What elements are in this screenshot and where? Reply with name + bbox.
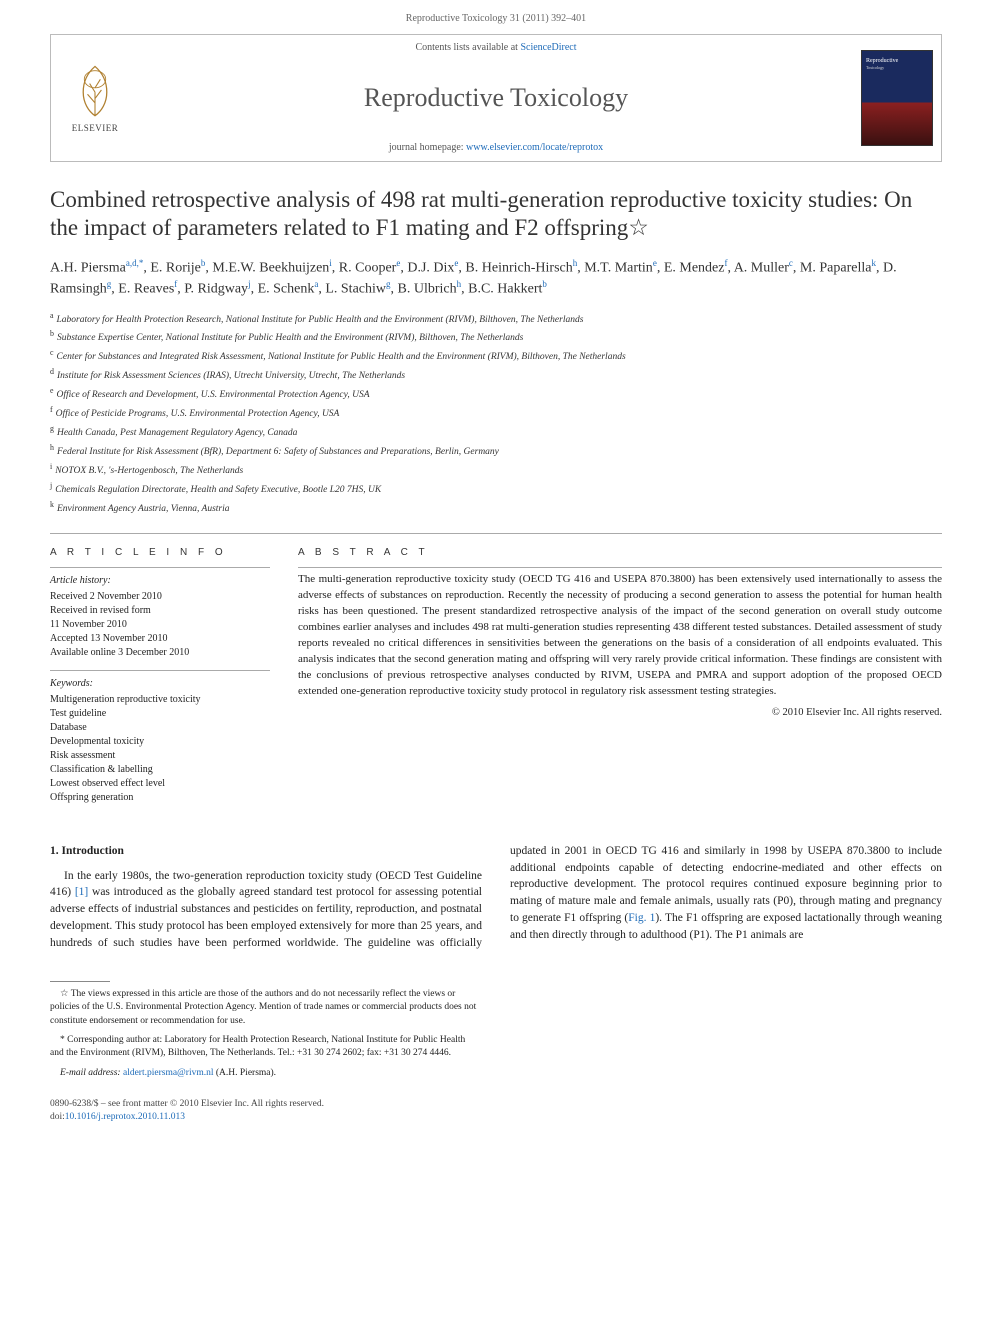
abstract-heading: A B S T R A C T	[298, 546, 942, 560]
affiliation-item: bSubstance Expertise Center, National In…	[50, 328, 942, 346]
abstract-copyright: © 2010 Elsevier Inc. All rights reserved…	[298, 706, 942, 720]
history-line: Accepted 13 November 2010	[50, 632, 270, 646]
keyword-item: Offspring generation	[50, 791, 270, 805]
elsevier-tree-icon	[68, 60, 122, 120]
keyword-item: Test guideline	[50, 707, 270, 721]
keyword-item: Classification & labelling	[50, 763, 270, 777]
elsevier-logo: ELSEVIER	[51, 35, 139, 161]
homepage-prefix: journal homepage:	[389, 142, 466, 153]
history-line: Available online 3 December 2010	[50, 646, 270, 660]
history-line: Received 2 November 2010	[50, 590, 270, 604]
footnote-disclaimer: ☆ The views expressed in this article ar…	[50, 988, 480, 1028]
contents-lists-line: Contents lists available at ScienceDirec…	[415, 41, 576, 55]
doi-link[interactable]: 10.1016/j.reprotox.2010.11.013	[65, 1112, 185, 1122]
elsevier-label: ELSEVIER	[72, 122, 119, 134]
author-list: A.H. Piersmaa,d,*, E. Rorijeb, M.E.W. Be…	[50, 257, 942, 300]
keyword-item: Developmental toxicity	[50, 735, 270, 749]
abstract-text: The multi-generation reproductive toxici…	[298, 567, 942, 700]
section-heading-intro: 1. Introduction	[50, 843, 482, 860]
article-title: Combined retrospective analysis of 498 r…	[50, 186, 942, 244]
keywords-label: Keywords:	[50, 677, 270, 691]
contents-prefix: Contents lists available at	[415, 42, 520, 53]
article-info-column: A R T I C L E I N F O Article history: R…	[50, 546, 270, 816]
keywords-block: Keywords: Multigeneration reproductive t…	[50, 677, 270, 805]
footnotes: ☆ The views expressed in this article ar…	[50, 975, 480, 1080]
journal-header-box: ELSEVIER Contents lists available at Sci…	[50, 34, 942, 162]
sciencedirect-link[interactable]: ScienceDirect	[520, 42, 576, 53]
cover-title: Reproductive	[866, 57, 898, 65]
affiliation-item: kEnvironment Agency Austria, Vienna, Aus…	[50, 499, 942, 517]
article-info-heading: A R T I C L E I N F O	[50, 546, 270, 560]
footnote-corresponding: * Corresponding author at: Laboratory fo…	[50, 1034, 480, 1061]
footer-front-matter: 0890-6238/$ – see front matter © 2010 El…	[50, 1098, 942, 1111]
body-two-column: 1. Introduction In the early 1980s, the …	[50, 843, 942, 951]
affiliation-item: jChemicals Regulation Directorate, Healt…	[50, 480, 942, 498]
keyword-item: Multigeneration reproductive toxicity	[50, 693, 270, 707]
keyword-item: Risk assessment	[50, 749, 270, 763]
article-history: Article history: Received 2 November 201…	[50, 574, 270, 660]
affiliation-item: gHealth Canada, Pest Management Regulato…	[50, 423, 942, 441]
ref-link-1[interactable]: [1]	[75, 886, 88, 898]
keyword-item: Database	[50, 721, 270, 735]
affiliation-item: dInstitute for Risk Assessment Sciences …	[50, 366, 942, 384]
journal-center: Contents lists available at ScienceDirec…	[139, 35, 853, 161]
affiliation-item: hFederal Institute for Risk Assessment (…	[50, 442, 942, 460]
affiliation-item: eOffice of Research and Development, U.S…	[50, 385, 942, 403]
affiliation-item: fOffice of Pesticide Programs, U.S. Envi…	[50, 404, 942, 422]
cover-subtitle: Toxicology	[866, 65, 884, 70]
intro-p1-post: was introduced as the glob	[88, 886, 218, 898]
affiliation-list: aLaboratory for Health Protection Resear…	[50, 310, 942, 517]
journal-cover-thumb: Reproductive Toxicology	[853, 35, 941, 161]
journal-homepage-line: journal homepage: www.elsevier.com/locat…	[389, 141, 603, 155]
history-label: Article history:	[50, 574, 270, 588]
running-head: Reproductive Toxicology 31 (2011) 392–40…	[0, 0, 992, 34]
affiliation-item: cCenter for Substances and Integrated Ri…	[50, 347, 942, 365]
history-line: 11 November 2010	[50, 618, 270, 632]
affiliation-item: aLaboratory for Health Protection Resear…	[50, 310, 942, 328]
homepage-link[interactable]: www.elsevier.com/locate/reprotox	[466, 142, 603, 153]
doi-label: doi:	[50, 1112, 65, 1122]
journal-title: Reproductive Toxicology	[364, 80, 628, 115]
email-suffix: (A.H. Piersma).	[214, 1068, 277, 1078]
email-label: E-mail address:	[60, 1068, 123, 1078]
email-link[interactable]: aldert.piersma@rivm.nl	[123, 1068, 214, 1078]
fig-link-1[interactable]: Fig. 1	[628, 912, 655, 924]
page-footer: 0890-6238/$ – see front matter © 2010 El…	[50, 1098, 942, 1125]
abstract-column: A B S T R A C T The multi-generation rep…	[298, 546, 942, 816]
history-line: Received in revised form	[50, 604, 270, 618]
footnote-email: E-mail address: aldert.piersma@rivm.nl (…	[50, 1067, 480, 1080]
affiliation-item: iNOTOX B.V., 's-Hertogenbosch, The Nethe…	[50, 461, 942, 479]
keyword-item: Lowest observed effect level	[50, 777, 270, 791]
